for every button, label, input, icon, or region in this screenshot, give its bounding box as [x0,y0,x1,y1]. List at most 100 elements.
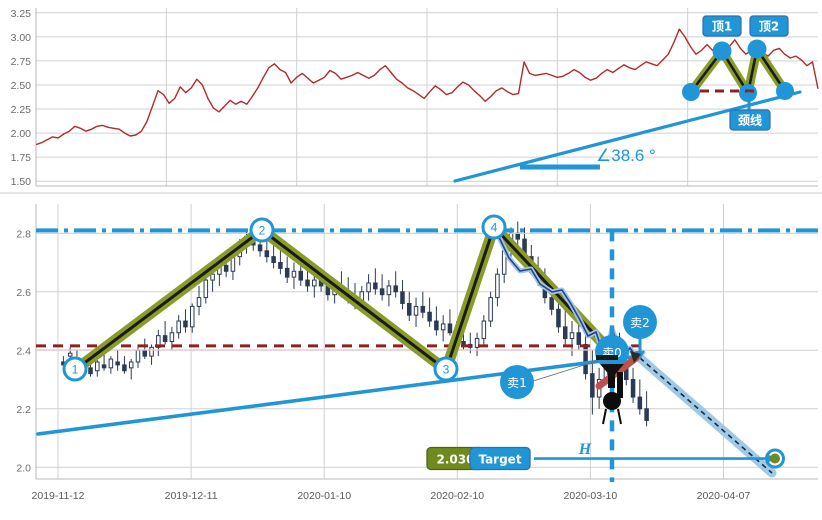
sell-signal-bar [596,355,618,360]
highlight-candle [617,372,623,398]
bottom-y-tick: 2.6 [16,287,31,299]
candle-body [162,335,168,343]
candle-body [291,270,297,278]
top2-label-text: 顶2 [759,20,779,34]
double-top-node[interactable] [712,41,732,61]
sell-marker-circle [595,335,629,369]
top-y-tick: 1.75 [11,152,32,164]
candle-body [176,320,181,334]
bottom-x-tick: 2020-01-10 [297,490,351,502]
top2-label-box [749,15,789,37]
candle-body [115,361,120,366]
bottom-trend-line[interactable] [36,354,642,436]
candle-body [264,250,270,258]
signal-chevron-icon [600,364,624,378]
candle-body [549,297,554,310]
candle-body [556,308,561,328]
candle-body [569,332,575,340]
target-label-badge[interactable]: Target [469,446,531,471]
double-top-node[interactable] [747,39,767,59]
target-label-badge-box [469,446,531,471]
top-chart-panel: 3.25 3.00 2.75 2.50 2.25 2.00 1.75 1.50 ∠38.6 ° 顶… [0,0,822,196]
top2-label[interactable]: 顶2 [749,15,789,37]
sell-marker-label: 卖1 [507,376,527,390]
top-y-tick: 2.00 [11,128,32,140]
sell-marker-label: 卖2 [630,316,650,330]
bottom-chart-content: 2.8 2.6 2.4 2.2 2.0 2019-11-12 2019-12-11 2020-… [16,204,818,502]
top-y-tick: 1.50 [11,176,32,188]
bottom-x-tick: 2020-03-10 [564,490,618,502]
trend-line[interactable] [453,90,802,183]
wave-marker-circle [62,356,88,382]
neckline-label-text: 颈线 [737,113,762,128]
candle-body [630,379,636,398]
candle-body [434,320,439,331]
bottom-x-tick: 2020-02-10 [430,490,484,502]
candle-body [271,256,276,264]
candle-body [515,232,521,240]
top-y-tick: 2.75 [11,56,32,68]
projection-line [639,357,773,474]
candle-body [379,288,385,296]
top-y-tick: 3.25 [11,8,32,20]
wave-marker-circle [249,217,275,243]
sell-marker-circle [623,305,657,339]
height-label: H [578,441,592,458]
top1-label[interactable]: 顶1 [702,15,742,37]
wave-marker-1[interactable]: 1 [62,356,88,382]
candle-body [495,273,500,299]
candle-body [169,332,175,342]
candle-body [583,343,588,375]
candle-body [481,320,487,340]
signal-dot [603,392,621,410]
candle-body [305,279,310,287]
candle-body [386,285,392,296]
double-top-node[interactable] [682,83,700,101]
top-price-line [35,28,819,146]
wave-marker-label: 2 [259,224,266,238]
wave-marker-circle [433,356,459,382]
candle-body [298,270,304,281]
bottom-x-tick: 2019-12-11 [165,490,218,502]
candle-body [440,323,446,331]
sell-marker-s1[interactable]: 卖1 [500,365,534,399]
candle-body [427,311,432,322]
target-point[interactable] [770,453,780,464]
candle-body [488,297,493,322]
signal-leg [602,408,607,425]
neckline-label[interactable]: 颈线 [729,109,771,131]
top-chart-svg: 3.25 3.00 2.75 2.50 2.25 2.00 1.75 1.50 ∠38.6 ° 顶… [0,8,822,194]
candle-body [122,364,127,372]
bottom-x-tick: 2020-04-07 [697,490,751,502]
candle-body [67,352,73,357]
wave-marker-4[interactable]: 4 [481,214,507,240]
target-ring[interactable] [765,448,785,469]
bottom-y-tick: 2.8 [16,228,31,240]
wave-marker-label: 1 [72,363,79,377]
bottom-chart-svg: 2.8 2.6 2.4 2.2 2.0 2019-11-12 2019-12-11 2020-… [16,204,818,502]
candle-body [400,291,405,304]
wave-marker-3[interactable]: 3 [433,356,459,382]
bottom-x-tick: 2019-11-12 [32,490,85,502]
bottom-y-tick: 2.2 [16,404,31,416]
wave-marker-2[interactable]: 2 [249,217,275,243]
candle-body [210,273,215,281]
candle-body [135,349,141,363]
target-label-badge-text: Target [478,453,521,467]
candle-body [420,305,426,313]
candle-body [447,323,453,334]
candle-body [406,302,412,316]
candle-body [196,297,202,307]
candle-body [257,244,263,252]
candle-body [203,279,209,299]
sell-signal-arrowhead-icon [630,351,641,363]
candle-body [312,279,317,287]
double-top-node[interactable] [776,82,794,100]
candle-body [562,326,568,340]
candle-body [101,364,107,369]
candlestick-series [61,221,649,427]
top-y-tick: 2.25 [11,104,32,116]
angle-label: ∠38.6 ° [596,146,656,165]
top-y-tick: 3.00 [11,32,32,44]
